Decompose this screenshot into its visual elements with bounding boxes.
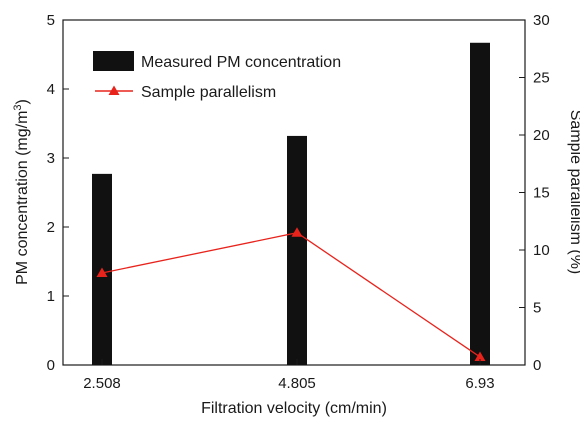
legend-bar-swatch: [93, 51, 134, 71]
legend-line-label: Sample parallelism: [141, 84, 276, 101]
x-tick-label: 4.805: [278, 375, 316, 392]
x-tick-label: 2.508: [83, 375, 121, 392]
right-tick-label: 5: [533, 300, 541, 317]
left-tick-label: 4: [47, 81, 55, 98]
line-series: [96, 227, 486, 361]
left-tick-label: 2: [47, 219, 55, 236]
right-axis-title: Sample parallelism (%): [567, 110, 580, 275]
right-tick-label: 15: [533, 185, 550, 202]
line-point-2: [474, 351, 486, 361]
legend: Measured PM concentration Sample paralle…: [93, 51, 341, 101]
bar-2: [470, 42, 490, 366]
left-tick-label: 5: [47, 12, 55, 29]
left-axis: 0 1 2 3 4 5: [47, 12, 69, 374]
x-axis-title: Filtration velocity (cm/min): [201, 400, 387, 417]
line-point-1: [291, 227, 303, 237]
x-tick-label: 6.93: [465, 375, 494, 392]
x-axis: 2.508 4.805 6.93: [83, 359, 495, 392]
right-axis: 0 5 10 15 20 25 30: [519, 12, 550, 374]
left-axis-title-superscript: 3: [12, 104, 24, 110]
legend-bar-label: Measured PM concentration: [141, 54, 341, 71]
bar-series: [92, 42, 490, 366]
left-axis-title: PM concentration (mg/m3): [12, 99, 31, 285]
bar-1: [287, 135, 307, 365]
left-tick-label: 3: [47, 150, 55, 167]
right-tick-label: 20: [533, 127, 550, 144]
left-tick-label: 0: [47, 357, 55, 374]
line-point-0: [96, 267, 108, 277]
left-axis-title-tail: ): [14, 99, 31, 104]
right-tick-label: 10: [533, 242, 550, 259]
legend-line-marker: [108, 85, 120, 95]
right-tick-label: 25: [533, 70, 550, 87]
left-tick-label: 1: [47, 288, 55, 305]
right-tick-label: 0: [533, 357, 541, 374]
right-tick-label: 30: [533, 12, 550, 29]
